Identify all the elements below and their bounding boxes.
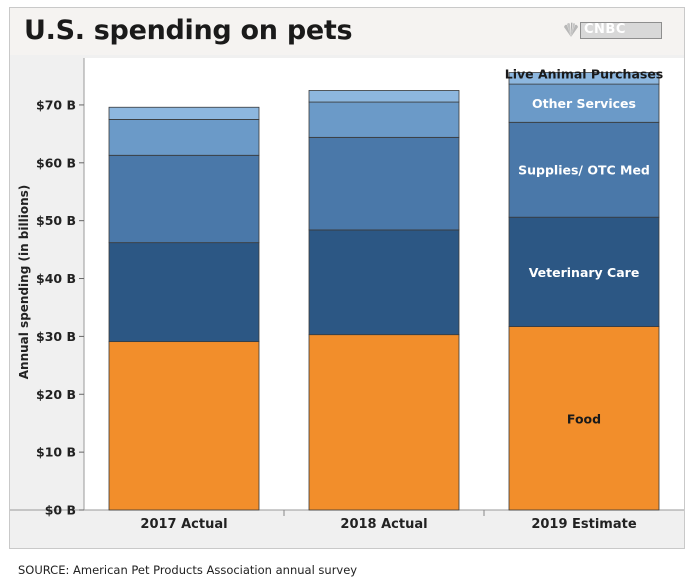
- x-tick-label: 2018 Actual: [340, 517, 427, 532]
- peacock-icon: [564, 22, 578, 37]
- bar-segment: [308, 101, 460, 138]
- page-title: U.S. spending on pets: [24, 15, 353, 46]
- y-tick-label: $0 B: [45, 503, 76, 518]
- bar-segment: [308, 90, 460, 103]
- bar-segment: [508, 72, 660, 85]
- segment-labels: Food Veterinary Care Supplies/ OTC Med Othe…: [505, 67, 664, 427]
- bar-segment: [108, 242, 260, 343]
- source-note: SOURCE: American Pet Products Associatio…: [18, 563, 358, 577]
- bar-segment: [308, 334, 460, 511]
- x-tick-label: 2017 Actual: [140, 517, 227, 532]
- y-tick-label: $50 B: [36, 213, 76, 228]
- bar-segment: [108, 106, 260, 120]
- y-tick-label: $40 B: [36, 271, 76, 286]
- bar-segment: [108, 119, 260, 156]
- segment-label: Veterinary Care: [529, 265, 640, 280]
- bar-segment: [108, 154, 260, 244]
- bar-segment: [308, 136, 460, 231]
- y-tick-label: $30 B: [36, 329, 76, 344]
- segment-label: Other Services: [532, 96, 636, 111]
- y-tick-label: $70 B: [36, 97, 76, 112]
- segment-label: Supplies/ OTC Med: [518, 163, 650, 178]
- bar-segment: [508, 83, 660, 123]
- y-axis: $0 B $10 B $20 B $30 B $40 B $50 B $60 B $70 B: [36, 97, 84, 518]
- bars: [108, 72, 660, 511]
- x-axis: 2017 Actual 2018 Actual 2019 Estimate: [140, 510, 637, 532]
- bar-segment: [508, 216, 660, 327]
- segment-label: Food: [567, 411, 601, 426]
- bar-segment: [508, 326, 660, 511]
- y-tick-label: $20 B: [36, 387, 76, 402]
- logo-text: CNBC: [584, 22, 626, 37]
- bar-segment: [308, 229, 460, 336]
- bar-segment: [108, 341, 260, 511]
- chart-header: U.S. spending on pets CNBC: [10, 8, 684, 52]
- y-axis-label: Annual spending (in billions): [17, 185, 31, 380]
- cnbc-logo: CNBC: [562, 19, 662, 41]
- y-tick-label: $10 B: [36, 445, 76, 460]
- bar-segment: [508, 121, 660, 218]
- logo-box: [580, 22, 662, 39]
- y-tick-label: $60 B: [36, 155, 76, 170]
- x-tick-label: 2019 Estimate: [531, 517, 637, 532]
- segment-label: Live Animal Purchases: [505, 67, 664, 82]
